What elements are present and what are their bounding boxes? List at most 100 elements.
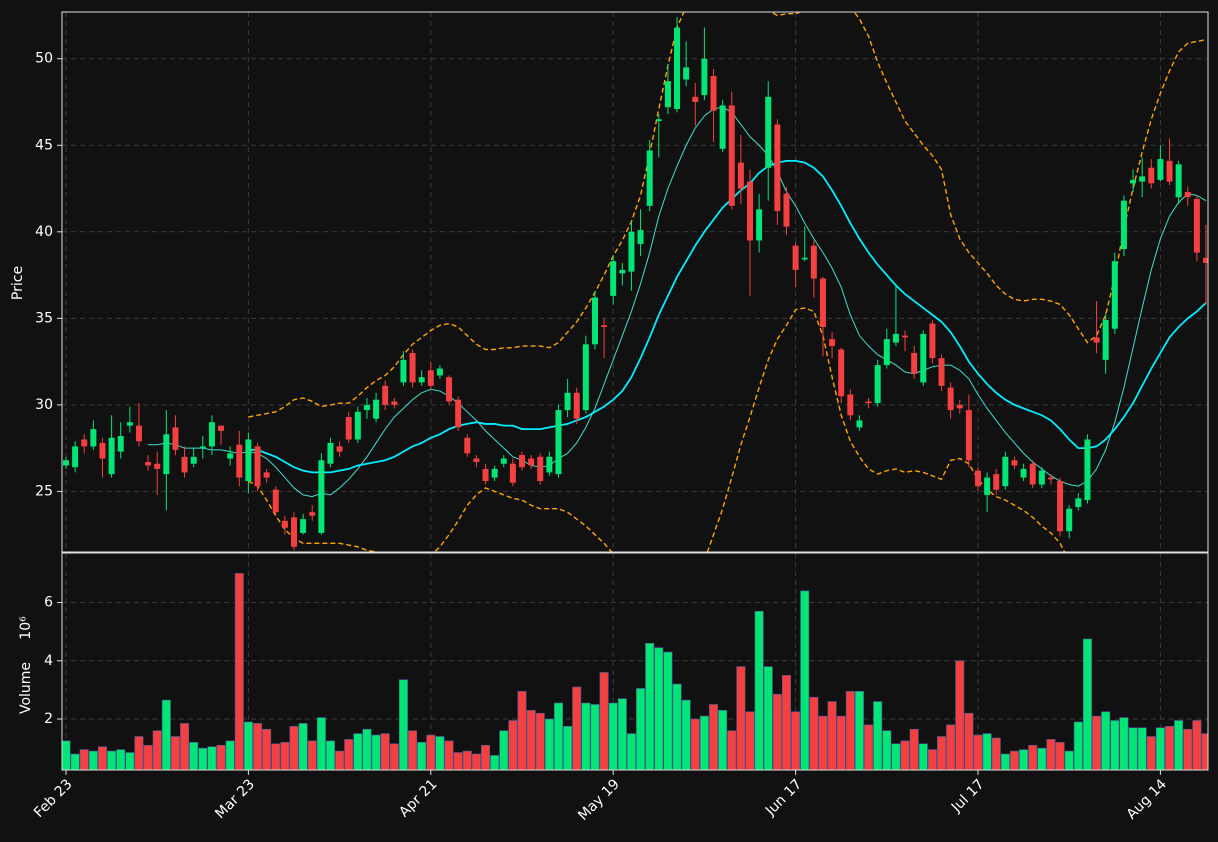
candle-body — [819, 278, 826, 327]
candle-body — [1120, 200, 1127, 250]
price-axis-label: Price — [10, 266, 26, 300]
candle-body — [1148, 167, 1155, 184]
candle-body — [446, 377, 453, 402]
candle-body — [336, 446, 343, 452]
volume-bar — [134, 736, 144, 770]
candle-body — [737, 162, 744, 189]
candle-body — [1020, 468, 1027, 478]
volume-bar — [791, 711, 801, 770]
candle-body — [756, 209, 763, 241]
candle-body — [674, 27, 681, 109]
volume-bar — [873, 701, 883, 770]
volume-bar — [1174, 720, 1184, 770]
candle-body — [1084, 439, 1091, 501]
candle-body — [190, 456, 197, 464]
candle-body — [664, 81, 671, 108]
volume-bar — [107, 750, 117, 770]
volume-bar — [180, 723, 190, 770]
volume-bar — [471, 753, 481, 770]
volume-bar — [955, 660, 965, 770]
volume-bar — [927, 749, 937, 770]
candle-body — [117, 436, 124, 452]
volume-bar — [1146, 736, 1156, 770]
volume-bar — [125, 752, 135, 770]
volume-bar — [389, 743, 399, 770]
candle-body — [99, 442, 106, 459]
candle-body — [1029, 463, 1036, 485]
volume-bar — [435, 736, 445, 770]
candle-body — [1111, 261, 1118, 329]
indicator-line — [248, 307, 1066, 552]
volume-bar — [535, 712, 545, 770]
volume-bar — [818, 715, 828, 770]
candle-body — [90, 429, 97, 447]
candle-body — [163, 434, 170, 475]
volume-axis-label: Volume — [18, 662, 34, 714]
candle-body — [874, 365, 881, 404]
volume-bar — [608, 702, 618, 770]
volume-bar — [754, 610, 764, 770]
candle-body — [1193, 198, 1200, 253]
volume-bar — [1092, 715, 1102, 770]
volume-bar — [298, 723, 308, 770]
volume-bar — [207, 746, 217, 770]
candle-body — [455, 399, 462, 428]
candle-body — [309, 512, 316, 516]
candle-body — [354, 411, 361, 440]
volume-bar — [380, 733, 390, 770]
volume-bar — [946, 724, 956, 770]
candle-body — [172, 427, 179, 450]
candle-body — [300, 519, 307, 533]
candle-body — [801, 257, 808, 260]
volume-bar — [1009, 750, 1019, 770]
candle-body — [956, 404, 963, 409]
candle-body — [482, 468, 489, 482]
volume-bar — [116, 749, 126, 770]
candle-body — [573, 392, 580, 419]
volume-bar — [526, 709, 536, 770]
candle-body — [181, 456, 188, 473]
candle-body — [509, 463, 516, 483]
candle-body — [145, 462, 152, 466]
volume-bar — [590, 704, 600, 770]
volume-bar — [462, 750, 472, 770]
candle-body — [1175, 164, 1182, 198]
volume-bar — [964, 712, 974, 770]
candle-body — [610, 261, 617, 296]
candle-body — [947, 387, 954, 411]
candle-body — [464, 437, 471, 454]
candle-body — [327, 442, 334, 464]
volume-bar — [335, 750, 345, 770]
volume-bar — [262, 728, 272, 770]
candle-body — [920, 333, 927, 383]
candle-body — [1166, 160, 1173, 182]
candle-body — [291, 517, 297, 547]
price-lines — [148, 12, 1207, 552]
volume-bar — [97, 746, 107, 770]
volume-bar — [937, 736, 947, 770]
volume-bar — [672, 683, 682, 770]
volume-bar — [1073, 721, 1083, 770]
candle-body — [619, 269, 626, 274]
volume-bar — [809, 696, 819, 770]
volume-bar — [1037, 747, 1047, 770]
candle-body — [500, 458, 507, 464]
candle-body — [546, 456, 553, 473]
volume-bar — [481, 744, 491, 770]
volume-bar — [198, 747, 208, 770]
indicator-line — [248, 12, 1207, 418]
volume-bar — [918, 743, 928, 770]
volume-bar — [1028, 744, 1038, 770]
volume-bar — [307, 740, 317, 770]
volume-bar — [143, 744, 153, 770]
candle-body — [838, 349, 845, 397]
volume-bar — [161, 699, 171, 770]
candle-body — [865, 401, 872, 404]
candle-body — [227, 453, 234, 459]
candle-body — [591, 297, 598, 345]
price-grid — [62, 12, 1208, 552]
candle-body — [993, 474, 1000, 490]
volume-bar — [991, 737, 1001, 770]
volume-bar — [325, 740, 335, 770]
candle-body — [1066, 508, 1073, 532]
